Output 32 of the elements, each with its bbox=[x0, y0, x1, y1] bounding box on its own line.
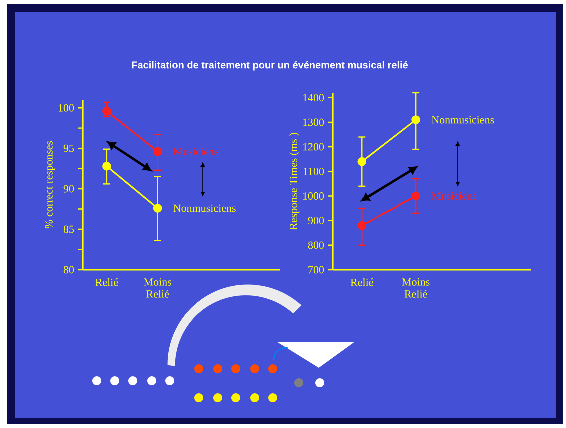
y-tick-label: 900 bbox=[308, 217, 324, 225]
y-tick-label: 80 bbox=[64, 266, 74, 274]
point bbox=[153, 147, 162, 156]
point bbox=[358, 221, 367, 230]
y-axis-title: % correct responses bbox=[45, 141, 56, 229]
y-tick-label: 90 bbox=[64, 185, 74, 193]
point bbox=[412, 192, 420, 201]
y-tick-label: 1000 bbox=[303, 192, 324, 200]
y-tick-label: 1400 bbox=[303, 94, 324, 102]
y-tick-label: 700 bbox=[308, 266, 324, 274]
x-tick-label: Moins Relié bbox=[144, 278, 172, 298]
point bbox=[358, 157, 367, 166]
point bbox=[102, 106, 112, 116]
y-tick-label: 1300 bbox=[303, 118, 324, 126]
y-axis-title: Response Times (ms ) bbox=[290, 133, 300, 230]
series-label: Musiciens bbox=[432, 192, 476, 200]
y-tick-label: 800 bbox=[308, 242, 324, 250]
x-tick-label: Relié bbox=[96, 278, 118, 286]
y-tick-label: 1200 bbox=[303, 143, 324, 151]
point bbox=[412, 116, 420, 124]
y-tick-label: 100 bbox=[58, 104, 74, 112]
series-label: Nonmusiciens bbox=[174, 204, 236, 212]
y-tick-label: 85 bbox=[64, 226, 74, 234]
y-tick-label: 1100 bbox=[304, 168, 324, 176]
point bbox=[102, 162, 112, 171]
text: Facilitation de traitement pour un événement musical relié bbox=[132, 61, 408, 71]
y-tick-label: 95 bbox=[64, 144, 74, 152]
series-label: Nonmusiciens bbox=[432, 116, 494, 124]
x-tick-label: Moins Relié bbox=[402, 278, 430, 298]
series-label: Musiciens bbox=[174, 148, 218, 156]
x-tick-label: Relié bbox=[350, 278, 374, 286]
point bbox=[153, 204, 162, 213]
